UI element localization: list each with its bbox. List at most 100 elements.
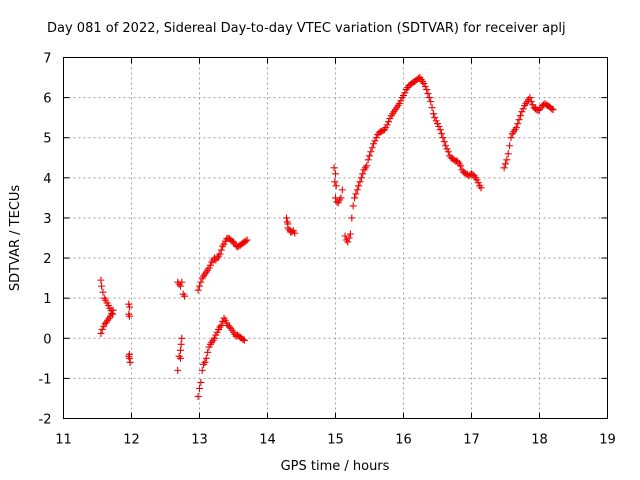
grid: [63, 57, 608, 419]
data-point: [397, 97, 405, 105]
data-point: [427, 98, 435, 106]
y-tick-label: 1: [43, 292, 51, 307]
data-point: [439, 134, 447, 142]
data-point: [202, 354, 210, 362]
y-axis-label: SDTVAR / TECUs: [8, 185, 23, 292]
y-tick-label: 0: [43, 332, 51, 347]
data-point: [197, 278, 205, 286]
data-point: [243, 236, 251, 244]
data-point: [429, 110, 437, 118]
data-point: [181, 292, 189, 300]
y-tick-label: 6: [43, 92, 51, 107]
x-tick-label: 14: [259, 433, 276, 448]
data-point: [217, 321, 225, 329]
data-point: [345, 234, 353, 242]
data-point: [526, 94, 534, 102]
y-tick-label: -2: [39, 413, 52, 428]
data-point: [349, 202, 357, 210]
data-point: [504, 150, 512, 158]
data-point: [126, 358, 134, 366]
x-tick-label: 11: [55, 433, 72, 448]
x-tick-label: 19: [599, 433, 616, 448]
data-point: [346, 230, 354, 238]
data-point: [371, 137, 379, 145]
data-point: [519, 105, 527, 113]
data-point: [99, 288, 107, 296]
y-tick-label: 5: [43, 132, 51, 147]
data-point: [178, 334, 186, 342]
data-point: [548, 105, 556, 113]
data-point: [514, 120, 522, 128]
data-point: [428, 104, 436, 112]
data-point: [109, 306, 117, 314]
data-point: [125, 350, 133, 358]
data-point: [438, 130, 446, 138]
data-point: [385, 118, 393, 126]
y-tick-label: 7: [43, 52, 51, 67]
data-point: [98, 325, 106, 333]
data-point: [201, 358, 209, 366]
x-tick-label: 16: [395, 433, 412, 448]
data-point: [97, 276, 105, 284]
x-axis-label: GPS time / hours: [281, 459, 390, 474]
data-point: [431, 114, 439, 122]
data-point: [515, 116, 523, 124]
data-point: [331, 178, 339, 186]
data-point: [291, 229, 299, 237]
y-tick-label: 4: [43, 172, 51, 187]
data-point: [436, 126, 444, 134]
data-point: [283, 214, 291, 222]
data-point: [217, 246, 225, 254]
y-tick-label: -1: [39, 372, 52, 387]
data-point: [125, 303, 133, 311]
data-point: [174, 366, 182, 374]
data-point: [507, 134, 515, 142]
data-point: [506, 142, 514, 150]
data-point: [351, 194, 359, 202]
data-point: [352, 190, 360, 198]
data-point: [337, 194, 345, 202]
data-point: [440, 138, 448, 146]
data-point: [357, 174, 365, 182]
data-point: [435, 122, 443, 130]
data-point: [198, 366, 206, 374]
y-tick-label: 3: [43, 212, 51, 227]
data-point: [210, 334, 218, 342]
data-point: [527, 98, 535, 106]
data-point: [512, 124, 520, 132]
data-point: [196, 282, 203, 290]
data-points: [97, 74, 557, 400]
data-point: [366, 152, 373, 160]
data-point: [503, 156, 511, 164]
data-point: [197, 378, 205, 386]
data-point: [500, 164, 508, 172]
data-point: [216, 323, 224, 331]
data-point: [196, 384, 203, 392]
data-point: [348, 214, 356, 222]
data-point: [401, 89, 409, 97]
data-point: [424, 90, 432, 98]
data-point: [177, 340, 185, 348]
y-tick-label: 2: [43, 252, 51, 267]
data-point: [442, 142, 450, 150]
data-point: [383, 121, 391, 129]
data-point: [549, 106, 557, 114]
data-point: [97, 329, 105, 337]
data-point: [368, 144, 376, 152]
data-point: [353, 186, 361, 194]
data-point: [372, 134, 380, 142]
data-point: [216, 250, 224, 258]
data-point: [98, 282, 106, 290]
data-point: [125, 312, 133, 320]
data-point: [108, 309, 116, 317]
data-point: [176, 346, 184, 354]
data-point: [477, 184, 485, 192]
data-point: [194, 392, 202, 400]
data-point: [332, 182, 340, 190]
data-point: [474, 179, 482, 187]
data-point: [364, 156, 372, 164]
data-point: [284, 220, 292, 228]
data-point: [204, 348, 212, 356]
data-point: [425, 94, 433, 102]
data-point: [206, 261, 214, 269]
